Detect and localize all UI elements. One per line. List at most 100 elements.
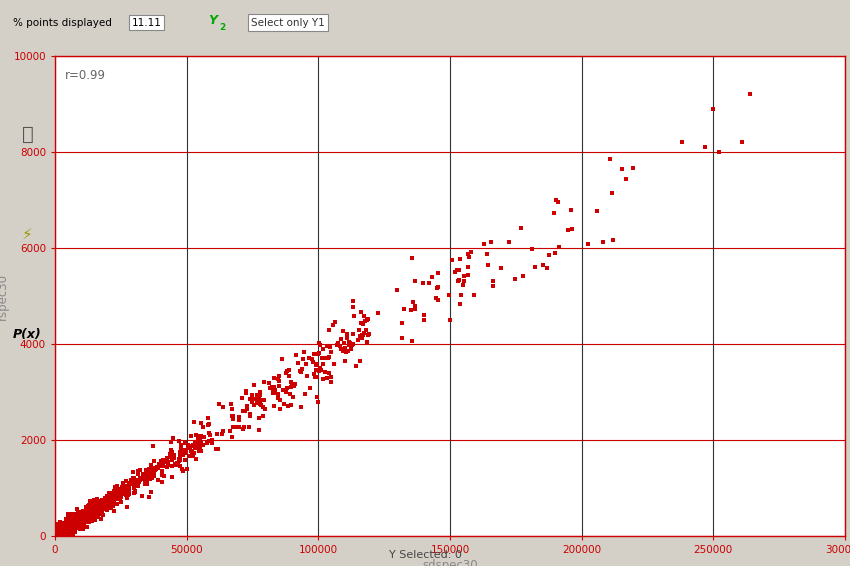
Point	[298, 390, 312, 399]
Point	[276, 385, 290, 394]
Point	[268, 374, 281, 383]
Point	[71, 521, 85, 530]
Point	[271, 375, 285, 384]
Point	[63, 514, 76, 523]
Point	[52, 531, 65, 541]
Point	[191, 439, 205, 448]
Point	[54, 531, 67, 541]
Point	[603, 155, 616, 164]
Point	[122, 478, 136, 487]
Point	[547, 208, 561, 217]
Point	[327, 359, 341, 368]
Point	[84, 509, 98, 518]
Point	[67, 517, 81, 526]
Point	[61, 525, 75, 534]
Point	[552, 242, 566, 251]
Point	[65, 513, 78, 522]
Point	[90, 511, 104, 520]
Point	[88, 507, 102, 516]
Point	[116, 485, 129, 494]
Point	[85, 504, 99, 513]
Point	[56, 525, 70, 534]
Point	[52, 527, 65, 536]
Point	[72, 522, 86, 531]
Point	[59, 524, 72, 533]
Point	[105, 498, 119, 507]
Point	[110, 488, 124, 497]
Point	[189, 431, 202, 440]
Point	[55, 529, 69, 538]
Point	[49, 531, 63, 541]
Point	[51, 526, 65, 535]
Point	[71, 513, 85, 522]
Point	[76, 524, 89, 533]
Point	[61, 528, 75, 537]
Point	[94, 500, 108, 509]
Point	[66, 518, 80, 528]
Point	[274, 404, 287, 413]
Point	[70, 509, 83, 518]
Point	[63, 526, 76, 535]
Point	[110, 488, 124, 497]
Point	[62, 520, 76, 529]
Point	[88, 508, 102, 517]
Point	[65, 522, 78, 531]
Point	[68, 520, 82, 529]
Point	[282, 365, 296, 374]
Point	[280, 384, 293, 393]
Point	[73, 516, 87, 525]
Point	[71, 515, 85, 524]
Point	[50, 531, 64, 541]
Point	[94, 497, 107, 506]
Point	[74, 513, 88, 522]
Point	[59, 529, 72, 538]
Point	[193, 434, 207, 443]
Point	[95, 496, 109, 505]
Point	[48, 528, 62, 537]
Point	[112, 488, 126, 497]
Point	[57, 529, 71, 538]
Point	[64, 526, 77, 535]
Point	[48, 529, 62, 538]
Point	[82, 504, 95, 513]
Point	[246, 381, 260, 390]
Point	[79, 509, 93, 518]
Point	[49, 523, 63, 532]
Point	[344, 341, 358, 350]
Point	[174, 444, 188, 453]
Point	[79, 514, 93, 524]
Point	[176, 465, 190, 474]
Point	[87, 495, 100, 504]
Point	[110, 490, 124, 499]
Point	[56, 520, 70, 529]
Point	[54, 529, 68, 538]
Point	[268, 401, 281, 410]
Point	[160, 462, 173, 471]
Point	[180, 464, 194, 473]
Point	[61, 526, 75, 535]
Point	[71, 518, 84, 527]
Point	[257, 378, 270, 387]
Point	[542, 250, 556, 259]
Point	[525, 245, 539, 254]
Point	[152, 460, 166, 469]
Point	[117, 487, 131, 496]
Point	[354, 331, 368, 340]
Point	[136, 470, 150, 479]
Point	[69, 522, 82, 531]
Point	[79, 513, 93, 522]
Point	[60, 522, 73, 531]
Point	[51, 530, 65, 539]
Point	[66, 527, 80, 536]
Point	[76, 510, 90, 519]
Point	[58, 531, 71, 541]
Point	[49, 529, 63, 538]
Point	[193, 434, 207, 443]
Point	[76, 513, 90, 522]
Point	[294, 367, 308, 376]
Point	[194, 446, 207, 455]
Point	[162, 457, 175, 466]
Point	[77, 507, 91, 516]
Point	[51, 528, 65, 537]
Point	[62, 528, 76, 537]
